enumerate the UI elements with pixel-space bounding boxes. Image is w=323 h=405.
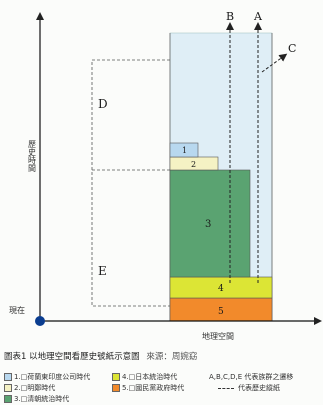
layer-3-label: 3: [205, 219, 211, 230]
legend-abc-note: A,B,C,D,E 代表族群之遷移: [209, 372, 293, 382]
line-label-c: C: [288, 42, 296, 55]
layer-4-label: 4: [218, 284, 224, 294]
legend-abc-text: A,B,C,D,E 代表族群之遷移: [209, 373, 294, 381]
legend-swatch-1: [4, 373, 12, 381]
migration-line-c: [261, 53, 288, 73]
figure-caption: 圖表1 以地理空間看歷史號紙示意圖 來源：周婉窈: [4, 350, 320, 362]
legend-item-2: 2.□明鄭時代: [4, 383, 55, 393]
caption-source: 來源：周婉窈: [146, 352, 198, 362]
legend-text-3: 3.□清朝統治時代: [14, 395, 70, 403]
caption-title: 圖表1 以地理空間看歷史號紙示意圖: [4, 352, 140, 362]
layer-5-label: 5: [218, 307, 224, 317]
layer-1-block: [169, 142, 199, 158]
legend-swatch-4: [112, 373, 120, 381]
legend-item-5: 5.□國民黨政府時代: [112, 383, 184, 393]
line-label-b: B: [226, 10, 234, 23]
legend-item-1: 1.□荷蘭東印度公司時代: [4, 372, 90, 382]
legend-item-3: 3.□清朝統治時代: [4, 394, 69, 404]
legend-dash-sample: [218, 387, 234, 389]
legend-swatch-5: [112, 384, 120, 392]
legend-dash-note: 代表歷史縱紙: [216, 383, 280, 393]
origin-dot: [35, 316, 45, 326]
history-space-diagram: 1 2 3 4 5 B A C D E 歷史時間 地理空間 現在: [9, 10, 322, 341]
legend-item-4: 4.□日本統治時代: [112, 372, 177, 382]
dashed-history-line: [91, 59, 170, 307]
legend-swatch-3: [4, 395, 12, 403]
legend-dash-text: 代表歷史縱紙: [238, 384, 280, 392]
legend-swatch-2: [4, 384, 12, 392]
region-label-e: E: [98, 264, 107, 278]
legend-text-1: 1.□荷蘭東印度公司時代: [14, 373, 91, 381]
legend-text-5: 5.□國民黨政府時代: [122, 384, 185, 392]
layer-2-label: 2: [191, 160, 196, 169]
line-label-a: A: [253, 10, 263, 23]
legend-text-4: 4.□日本統治時代: [122, 373, 178, 381]
legend: 1.□荷蘭東印度公司時代 2.□明鄭時代 3.□清朝統治時代 4.□日本統治時代…: [4, 372, 320, 404]
layer-1-label: 1: [182, 146, 187, 155]
legend-text-2: 2.□明鄭時代: [14, 384, 56, 392]
space-axis-label: 地理空間: [202, 331, 234, 341]
time-axis-label: 歷史時間: [28, 140, 37, 173]
region-label-d: D: [98, 97, 108, 111]
origin-label: 現在: [9, 305, 25, 315]
